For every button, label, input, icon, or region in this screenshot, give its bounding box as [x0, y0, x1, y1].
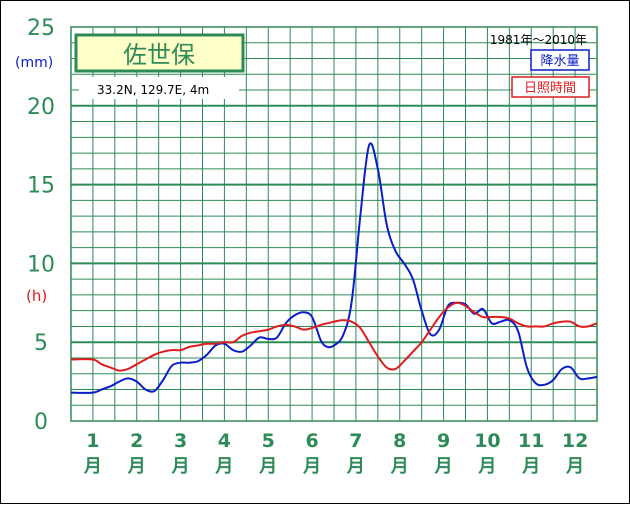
x-tick-label: 3: [174, 430, 187, 452]
x-tick-label: 8: [393, 430, 406, 452]
x-tick-label-suffix: 月: [214, 456, 233, 477]
period-label: 1981年〜2010年: [490, 33, 587, 47]
y-tick-labels: 0 5 10 15 20 25: [27, 16, 55, 435]
precip-line: [71, 142, 597, 394]
x-tick-label: 9: [437, 430, 450, 452]
y-tick-label: 0: [34, 410, 48, 435]
x-tick-label: 4: [218, 430, 231, 452]
y-axis-unit-secondary: (h): [26, 287, 47, 305]
series-layer: [71, 142, 597, 394]
sunshine-line: [71, 301, 597, 372]
legend-sunshine-box: [511, 76, 590, 98]
legend-sunshine-label: 日照時間: [524, 81, 576, 96]
x-tick-label-suffix: 月: [565, 456, 584, 477]
x-tick-label-suffix: 月: [390, 456, 409, 477]
x-tick-label: 7: [349, 430, 362, 452]
x-tick-label-suffix: 月: [302, 456, 321, 477]
legend-precip-box: [530, 49, 590, 71]
x-tick-label: 11: [518, 430, 544, 452]
chart-title: 佐世保: [123, 41, 195, 69]
location-label: 33.2N, 129.7E, 4m: [97, 83, 209, 97]
x-tick-label-suffix: 月: [477, 456, 496, 477]
x-tick-label: 12: [562, 430, 588, 452]
x-tick-labels: 1 月 2 月 3 月 4 月 5 月 6 月 7 月 8 月 9 月 10 月 11 月 12 月: [83, 430, 588, 477]
location-label-bg: [79, 77, 239, 99]
x-tick-label: 2: [130, 430, 143, 452]
x-tick-label: 5: [262, 430, 275, 452]
x-tick-label-suffix: 月: [346, 456, 365, 477]
x-tick-label-suffix: 月: [127, 456, 146, 477]
x-tick-label-suffix: 月: [434, 456, 453, 477]
legend-precip-label: 降水量: [540, 54, 579, 69]
y-tick-label: 5: [34, 331, 48, 356]
x-tick-label-suffix: 月: [521, 456, 540, 477]
y-tick-label: 25: [27, 16, 55, 41]
x-tick-label-suffix: 月: [171, 456, 190, 477]
x-tick-label-suffix: 月: [83, 456, 102, 477]
y-tick-label: 15: [27, 174, 55, 199]
title-box: [74, 33, 245, 73]
y-tick-label: 10: [27, 252, 55, 277]
x-tick-label: 10: [474, 430, 500, 452]
y-tick-label: 20: [27, 95, 55, 120]
x-tick-label-suffix: 月: [258, 456, 277, 477]
y-axis-unit-primary: (mm): [15, 55, 53, 71]
x-tick-label: 1: [86, 430, 99, 452]
x-tick-label: 6: [305, 430, 318, 452]
